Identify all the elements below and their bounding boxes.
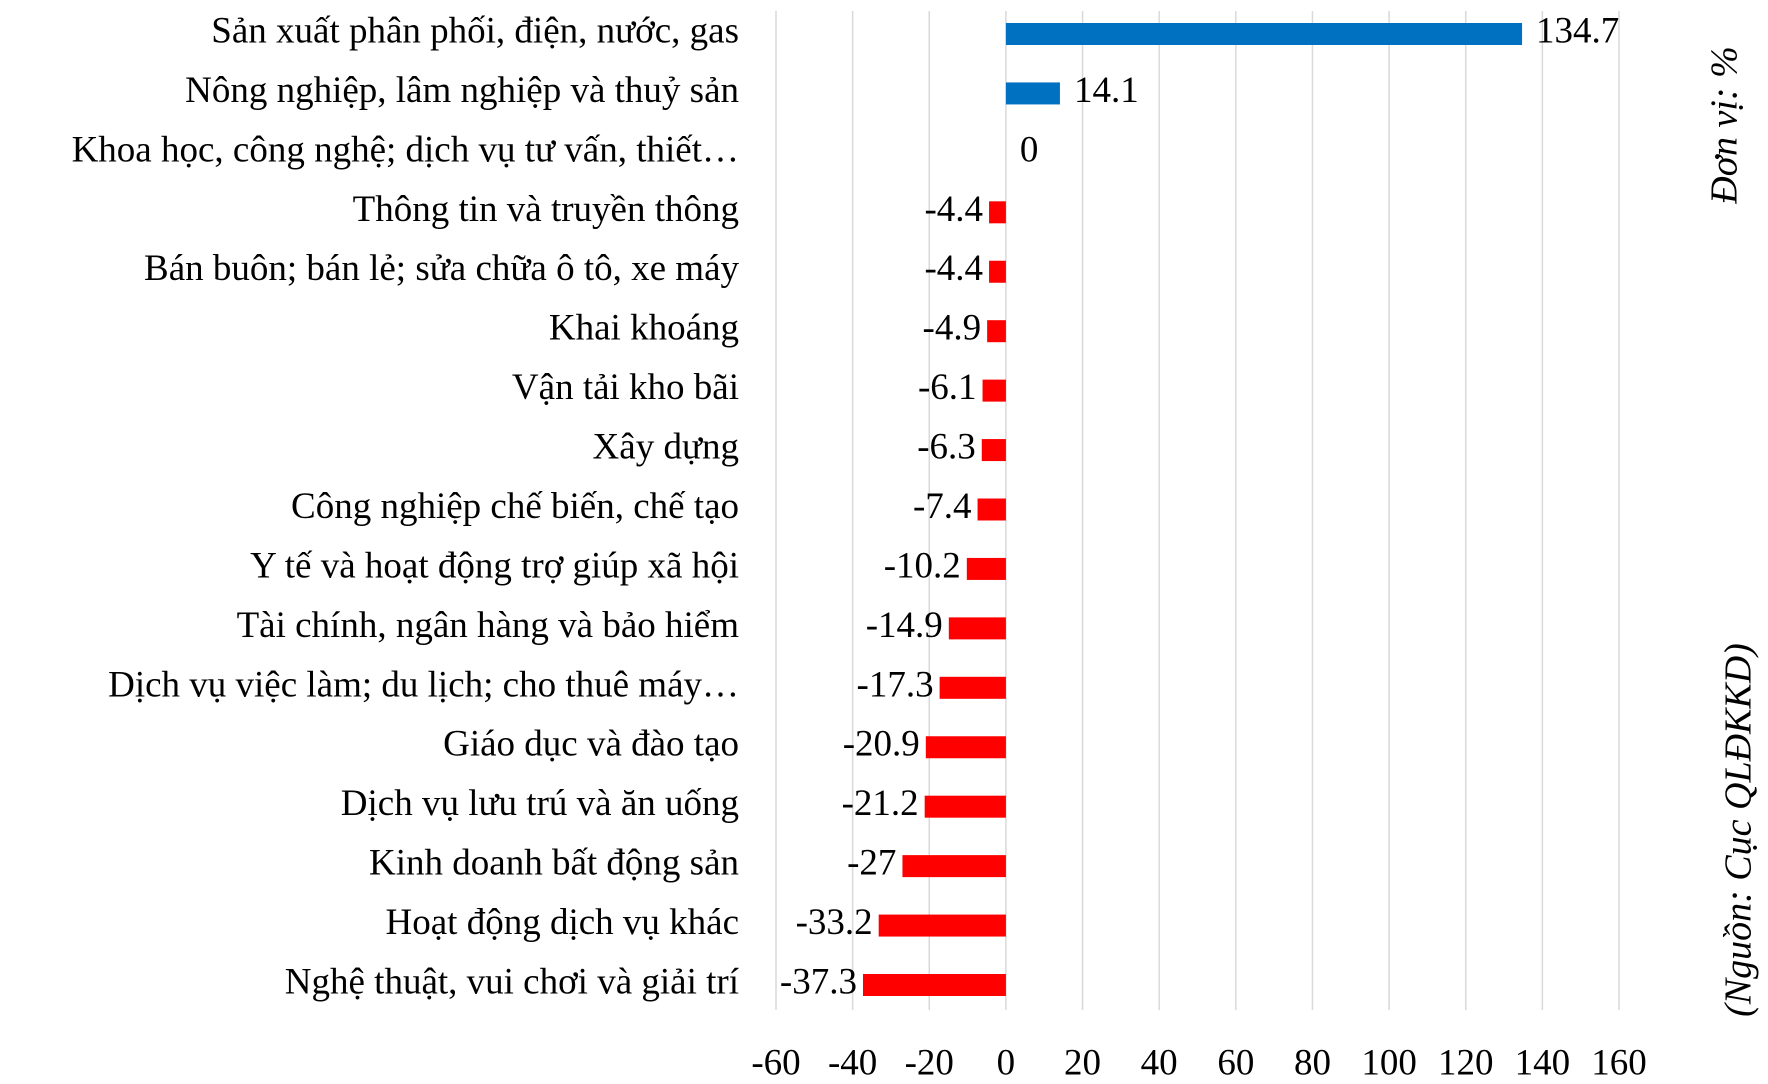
y-tick-label: Thông tin và truyền thông: [353, 189, 739, 230]
bar: [878, 914, 1006, 937]
value-label: -4.4: [924, 248, 983, 289]
x-tick-label: 160: [1591, 1042, 1647, 1083]
value-label: -27: [847, 843, 896, 884]
bar: [989, 201, 1006, 224]
x-tick-label: -60: [751, 1042, 800, 1083]
value-label: -14.9: [866, 605, 943, 646]
value-label: -6.3: [917, 427, 976, 468]
x-tick-label: 0: [997, 1042, 1016, 1083]
x-tick-label: 60: [1217, 1042, 1254, 1083]
bar: [1005, 23, 1523, 45]
y-tick-label: Bán buôn; bán lẻ; sửa chữa ô tô, xe máy: [144, 248, 739, 289]
y-tick-label: Nông nghiệp, lâm nghiệp và thuỷ sản: [185, 70, 739, 111]
value-label: -7.4: [913, 486, 972, 527]
bar: [1005, 82, 1060, 105]
bar: [977, 498, 1006, 521]
x-tick-label: 100: [1361, 1042, 1417, 1083]
bar: [924, 795, 1006, 818]
x-tick-label: 20: [1064, 1042, 1101, 1083]
value-label: -6.1: [918, 367, 977, 408]
y-tick-label: Dịch vụ việc làm; du lịch; cho thuê máy…: [108, 664, 739, 705]
value-label: 14.1: [1074, 70, 1139, 111]
y-tick-label: Giáo dục và đào tạo: [443, 724, 739, 765]
x-tick-label: 120: [1438, 1042, 1494, 1083]
bar: [862, 974, 1006, 996]
source-note: (Nguồn: Cục QLĐKKD): [1718, 643, 1760, 1017]
y-tick-label: Kinh doanh bất động sản: [369, 843, 739, 884]
y-tick-label: Nghệ thuật, vui chơi và giải trí: [285, 961, 739, 1002]
y-tick-label: Hoạt động dịch vụ khác: [386, 902, 739, 943]
x-tick-label: 80: [1294, 1042, 1331, 1083]
bar: [987, 320, 1006, 343]
value-label: -4.4: [924, 189, 983, 230]
y-tick-label: Vận tải kho bãi: [512, 367, 739, 408]
value-label: -21.2: [842, 783, 919, 824]
y-tick-label: Xây dựng: [593, 427, 739, 468]
value-label: -37.3: [780, 961, 857, 1002]
bar: [982, 379, 1006, 402]
bar: [925, 736, 1006, 759]
bar: [902, 855, 1006, 878]
y-tick-label: Công nghiệp chế biến, chế tạo: [291, 486, 739, 527]
x-tick-label: -40: [828, 1042, 877, 1083]
bar: [989, 260, 1006, 283]
y-tick-label: Khoa học, công nghệ; dịch vụ tư vấn, thi…: [72, 129, 739, 170]
x-tick-label: -20: [905, 1042, 954, 1083]
bar: [948, 617, 1006, 640]
y-tick-label: Y tế và hoạt động trợ giúp xã hội: [250, 545, 739, 586]
value-label: 0: [1020, 129, 1039, 170]
x-tick-label: 40: [1141, 1042, 1178, 1083]
value-label: -4.9: [923, 308, 982, 349]
value-label: 134.7: [1536, 10, 1619, 51]
bar: [981, 439, 1006, 462]
value-label: -17.3: [857, 664, 934, 705]
value-label: -20.9: [843, 724, 920, 765]
x-tick-label: 140: [1515, 1042, 1571, 1083]
bar: [939, 676, 1006, 699]
value-label: -10.2: [884, 545, 961, 586]
bar: [966, 557, 1006, 580]
y-tick-label: Sản xuất phân phối, điện, nước, gas: [211, 10, 739, 51]
value-label: -33.2: [796, 902, 873, 943]
y-tick-label: Dịch vụ lưu trú và ăn uống: [341, 783, 739, 824]
y-tick-label: Khai khoáng: [549, 308, 739, 349]
unit-note: Đơn vị: %: [1704, 46, 1746, 204]
y-tick-label: Tài chính, ngân hàng và bảo hiểm: [237, 605, 740, 646]
